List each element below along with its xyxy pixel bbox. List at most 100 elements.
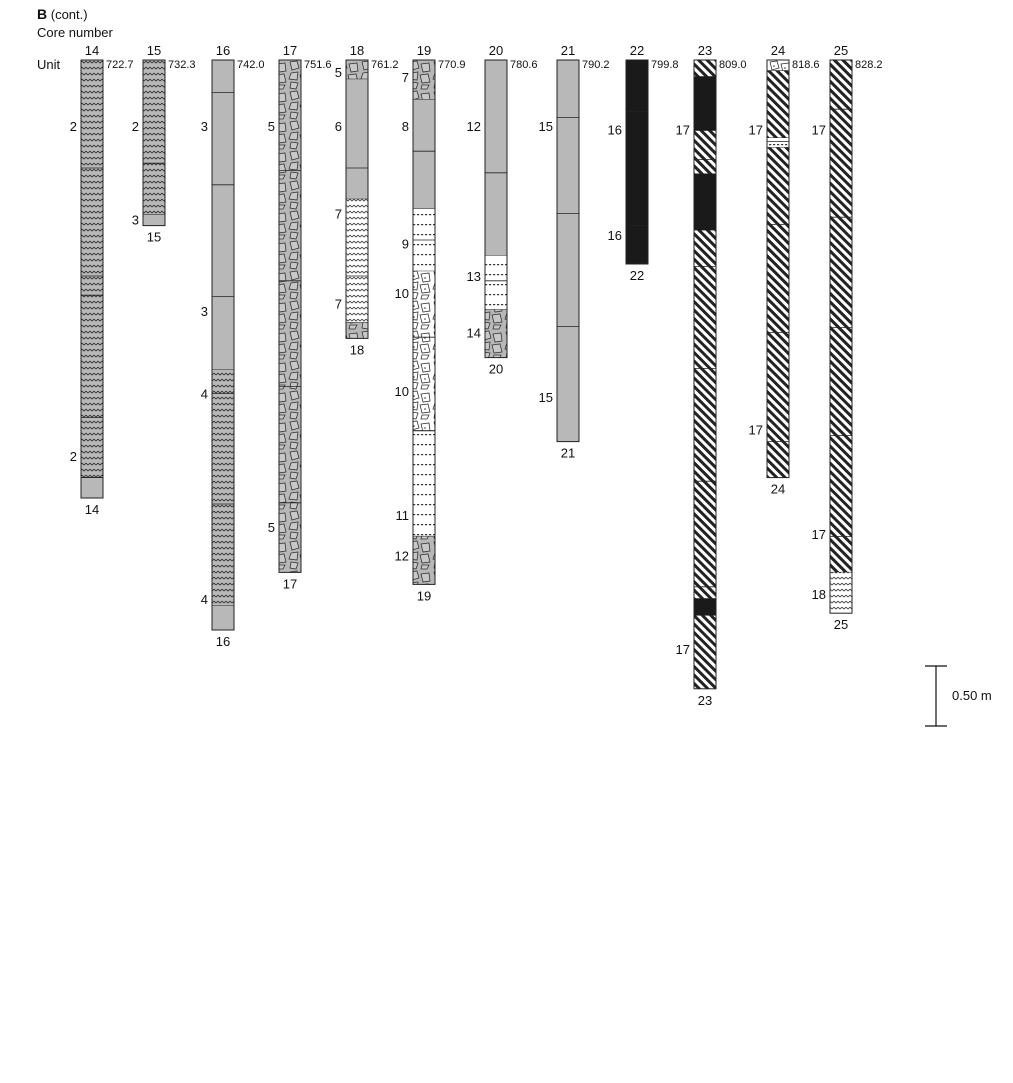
core-top-depth: 742.0 [237,59,265,71]
unit-heading: Unit [37,57,61,72]
core-segment [557,60,579,442]
core-number-bottom: 21 [561,446,575,461]
unit-label: 9 [402,237,409,252]
unit-label: 16 [608,228,622,243]
core-top-depth: 790.2 [582,59,610,71]
core-number-top: 17 [283,43,297,58]
core-top-depth: 770.9 [438,59,466,71]
unit-label: 18 [812,587,826,602]
core-number-top: 18 [350,43,364,58]
unit-label: 3 [201,304,208,319]
unit-label: 5 [268,119,275,134]
core-number-heading: Core number [37,25,113,40]
core-segment [212,606,234,630]
unit-label: 17 [812,123,826,138]
core-number-top: 24 [771,43,785,58]
core-number-top: 14 [85,43,99,58]
unit-label: 8 [402,119,409,134]
core-segment [694,230,716,599]
core-16: 16 742.0 16 3 3 4 4 [201,43,265,649]
unit-label: 3 [132,213,139,228]
unit-label: 17 [676,642,690,657]
scale-bar-label: 0.50 m [952,688,992,703]
core-segment [830,60,852,573]
unit-label: 15 [539,390,553,405]
core-14: 14 722.7 14 2 2 [70,43,134,517]
core-outline [484,59,508,359]
core-segment [212,369,234,606]
core-outline [142,59,166,227]
core-top-depth: 732.3 [168,59,196,71]
unit-label: 14 [467,325,481,340]
core-segment [143,60,165,215]
unit-label: 6 [335,119,342,134]
unit-label: 17 [749,123,763,138]
core-18: 18 761.2 18 5 6 7 7 [335,43,399,357]
cores-layer: 14722.7142215732.3152316742.016334417751… [70,43,883,708]
core-top-depth: 761.2 [371,59,399,71]
unit-label: 5 [268,520,275,535]
core-17: 17 751.6 17 5 5 [268,43,332,591]
core-segment [485,309,507,358]
core-segment [767,147,789,478]
core-21: 21 790.2 21 15 15 [539,43,610,461]
core-number-top: 20 [489,43,503,58]
core-outline [278,59,302,573]
core-segment [767,138,789,148]
unit-label: 7 [335,297,342,312]
core-top-depth: 818.6 [792,59,820,71]
core-number-bottom: 25 [834,617,848,632]
core-19: 19 770.9 19 7 8 9 10 10 11 12 [395,43,466,603]
core-segment [413,99,435,209]
unit-label: 2 [132,119,139,134]
core-segment [346,199,368,323]
core-24: 24 818.6 24 17 17 [749,43,820,497]
core-segment [413,60,435,100]
unit-label: 2 [70,449,77,464]
unit-label: 12 [395,549,409,564]
core-segment [485,255,507,310]
core-22: 22 799.8 22 16 16 [608,43,679,283]
core-segment [694,60,716,77]
core-outline [80,59,104,499]
panel-letter: B [37,6,48,22]
scale-bar: 0.50 m [925,665,992,727]
core-top-depth: 780.6 [510,59,538,71]
unit-label: 7 [402,70,409,85]
core-top-depth: 751.6 [304,59,332,71]
core-outline [766,59,790,479]
core-segment [694,598,716,616]
unit-label: 16 [608,123,622,138]
core-number-bottom: 23 [698,693,712,708]
core-outline [693,59,717,690]
core-number-top: 23 [698,43,712,58]
core-segment [694,174,716,231]
unit-label: 4 [201,592,208,607]
core-15: 15 732.3 15 2 3 [132,43,196,245]
core-segment [767,70,789,138]
core-number-top: 15 [147,43,161,58]
unit-label: 10 [395,384,409,399]
core-segment [413,271,435,431]
unit-label: 4 [201,387,208,402]
core-number-bottom: 16 [216,634,230,649]
core-number-bottom: 24 [771,482,785,497]
core-segment [767,60,789,71]
unit-label: 2 [70,119,77,134]
core-segment [694,76,716,131]
core-20: 20 780.6 20 12 13 14 [467,43,538,377]
core-23: 23 809.0 23 17 17 [676,43,747,708]
core-25: 25 828.2 25 17 17 18 [812,43,883,632]
core-segment [413,430,435,537]
core-segment [143,214,165,226]
core-top-depth: 809.0 [719,59,747,71]
panel-note: (cont.) [50,7,88,22]
core-segment [346,79,368,200]
core-segment [346,60,368,80]
core-number-bottom: 17 [283,576,297,591]
core-number-top: 16 [216,43,230,58]
unit-label: 17 [676,123,690,138]
core-outline [625,59,649,265]
core-number-bottom: 14 [85,502,99,517]
